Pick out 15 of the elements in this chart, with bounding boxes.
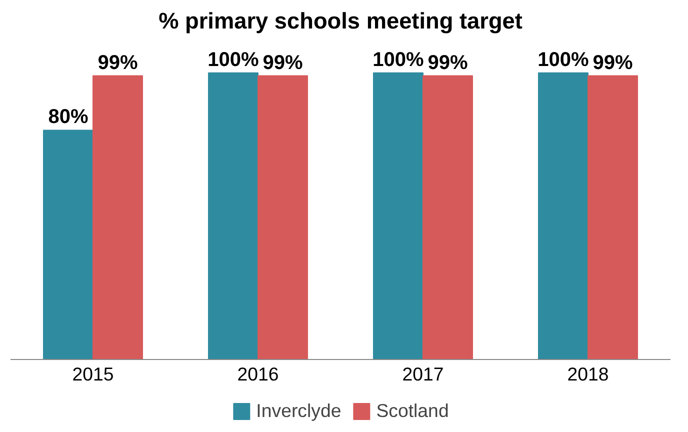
- data-label: 80%: [48, 106, 88, 128]
- data-label: 100%: [538, 48, 590, 71]
- x-tick-label: 2018: [567, 363, 609, 384]
- x-tick-label: 2016: [237, 363, 279, 384]
- data-label: 99%: [262, 52, 303, 74]
- legend-label: Scotland: [376, 400, 449, 422]
- data-label: 99%: [428, 52, 468, 74]
- legend-label: Inverclyde: [256, 400, 342, 422]
- x-tick-label: 2015: [72, 363, 114, 384]
- data-label: 99%: [98, 52, 138, 74]
- data-label: 100%: [372, 48, 424, 71]
- chart-title: % primary schools meeting target: [158, 8, 523, 34]
- x-tick-label: 2017: [402, 363, 444, 384]
- data-label: 100%: [208, 48, 260, 71]
- data-label: 99%: [592, 52, 633, 74]
